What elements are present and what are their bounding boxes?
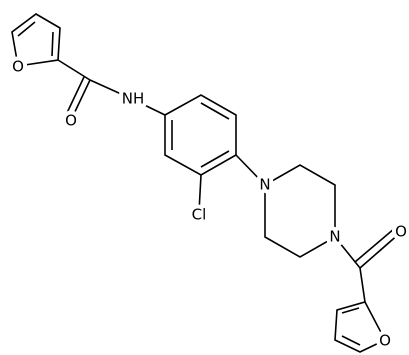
piperazine-ring (264, 164, 336, 258)
double-bond (200, 102, 230, 120)
furan-ring (334, 301, 387, 353)
bond (129, 97, 166, 116)
atom-label: NH (122, 90, 145, 108)
bond (71, 79, 91, 119)
bond (334, 236, 361, 269)
bond (57, 59, 91, 81)
atom-label: O (12, 58, 24, 76)
double-bond (354, 227, 396, 263)
double-bond (341, 307, 360, 314)
atom-label: N (259, 176, 270, 194)
atom-label: Cl (192, 206, 207, 224)
bonds (11, 13, 401, 353)
atom-labels: O O NH Cl N N O O (8, 54, 409, 354)
bond (198, 174, 202, 213)
double-bond (341, 335, 361, 346)
double-bond (65, 76, 85, 116)
double-bond (17, 21, 36, 37)
atom-label: O (379, 332, 391, 350)
bond (359, 232, 401, 269)
atom-label: N (329, 228, 340, 246)
atom-label: O (65, 112, 77, 130)
bond (89, 79, 131, 99)
double-bond (200, 150, 230, 168)
bond (235, 154, 266, 186)
atom-label: O (395, 223, 407, 241)
furan-ring (11, 13, 61, 67)
double-bond (51, 31, 54, 57)
benzene-ring (164, 94, 237, 176)
bond (359, 267, 366, 303)
